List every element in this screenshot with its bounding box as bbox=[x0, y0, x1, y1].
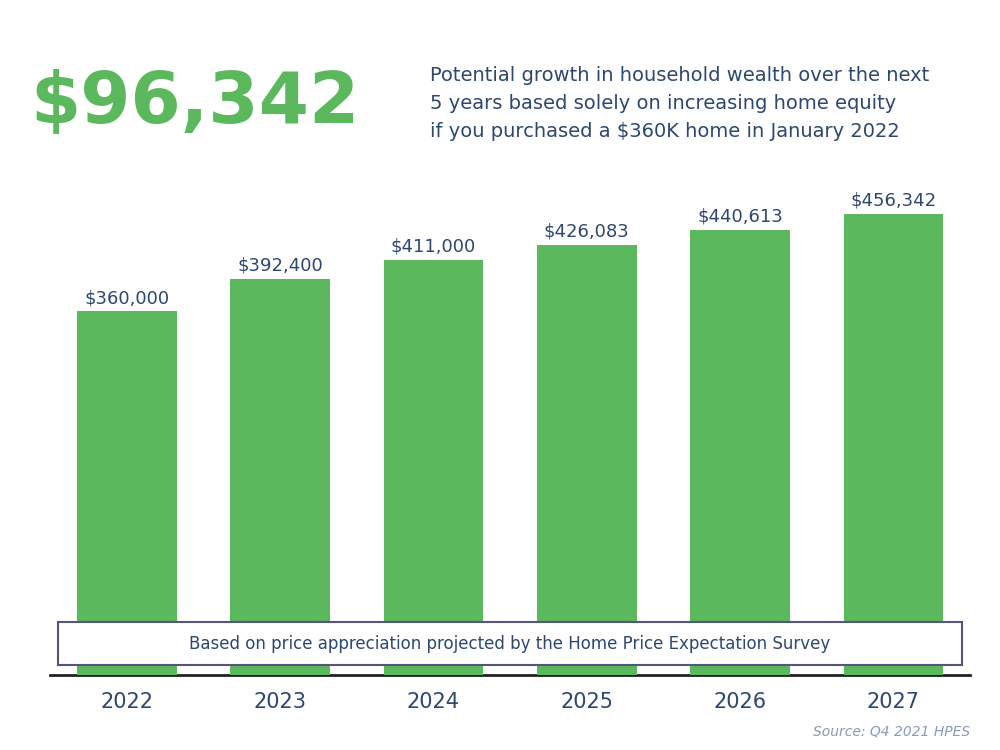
Text: $456,342: $456,342 bbox=[850, 192, 936, 210]
Bar bbox=[230, 278, 330, 675]
Bar bbox=[58, 622, 962, 665]
Text: $96,342: $96,342 bbox=[30, 69, 359, 138]
Text: $440,613: $440,613 bbox=[697, 208, 783, 226]
Bar bbox=[77, 311, 176, 675]
Text: $411,000: $411,000 bbox=[391, 238, 476, 256]
Text: Source: Q4 2021 HPES: Source: Q4 2021 HPES bbox=[813, 724, 970, 739]
Bar bbox=[844, 214, 943, 675]
Bar bbox=[690, 230, 790, 675]
Text: Potential growth in household wealth over the next
5 years based solely on incre: Potential growth in household wealth ove… bbox=[430, 66, 929, 141]
Bar bbox=[537, 244, 637, 675]
Text: $392,400: $392,400 bbox=[237, 256, 323, 274]
Text: $360,000: $360,000 bbox=[84, 290, 169, 308]
Text: Based on price appreciation projected by the Home Price Expectation Survey: Based on price appreciation projected by… bbox=[189, 634, 831, 652]
Bar bbox=[384, 260, 483, 675]
Text: $426,083: $426,083 bbox=[544, 223, 630, 241]
